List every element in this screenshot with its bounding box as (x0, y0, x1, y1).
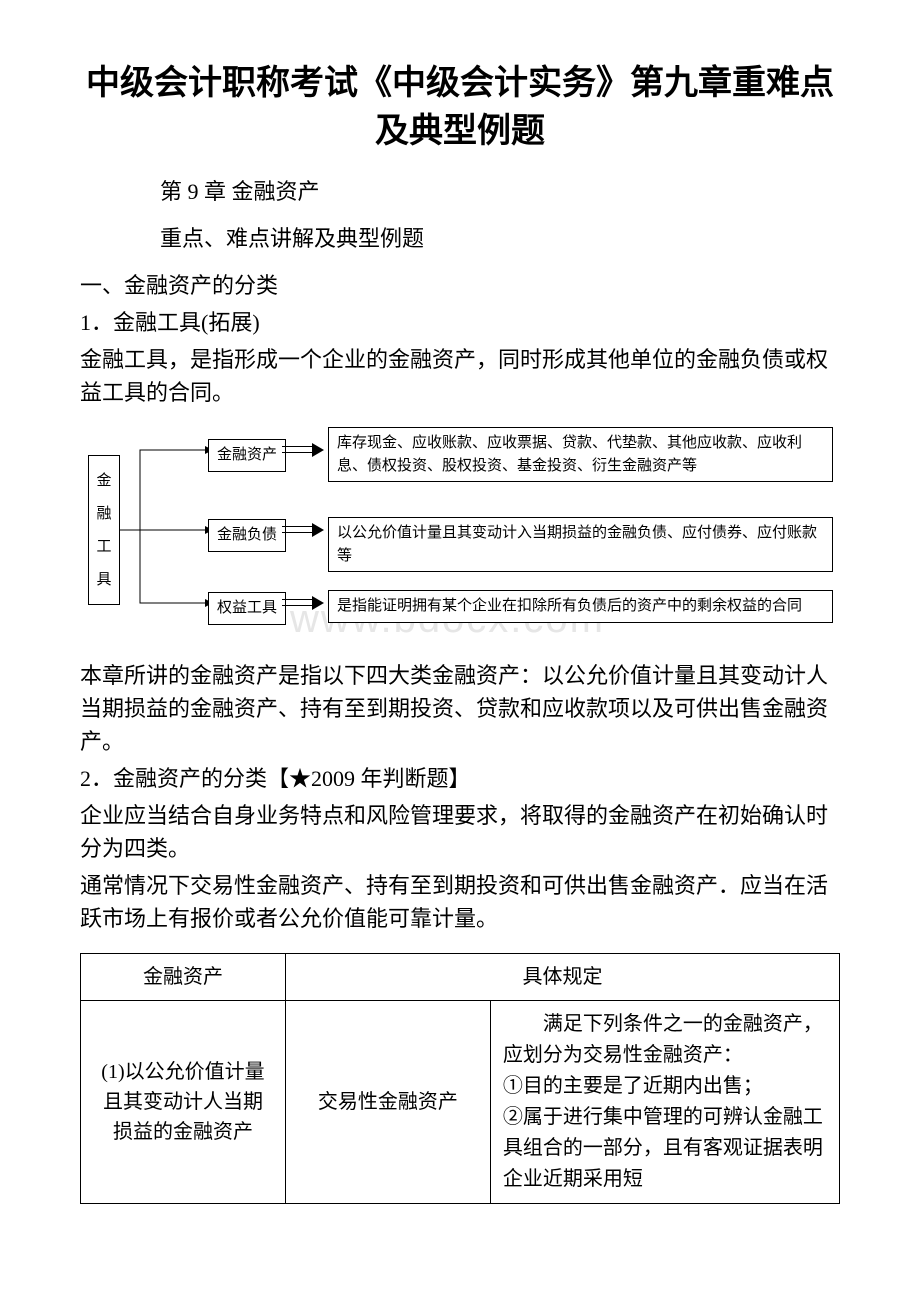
root-char: 具 (96, 571, 111, 589)
desc-box-2: 以公允价值计量且其变动计入当期损益的金融负债、应付债券、应付账款等 (328, 517, 833, 572)
item-heading-1: 1．金融工具(拓展) (80, 306, 840, 339)
document-title: 中级会计职称考试《中级会计实务》第九章重难点及典型例题 (80, 60, 840, 155)
table-cell-col3: 满足下列条件之一的金融资产，应划分为交易性金融资产：①目的主要是了近期内出售；②… (490, 1001, 839, 1204)
branch-box-2: 金融负债 (208, 519, 286, 552)
root-char: 工 (96, 538, 111, 556)
double-arrow-icon (282, 596, 324, 610)
classification-table: 金融资产 具体规定 (1)以公允价值计量且其变动计人当期损益的金融资产 交易性金… (80, 953, 840, 1204)
branch-lines-icon (120, 423, 210, 633)
tree-diagram: www.bdocx.com 金 融 工 具 金融资产 金融负债 权益工具 库存现… (80, 423, 840, 643)
desc-box-3: 是指能证明拥有某个企业在扣除所有负债后的资产中的剩余权益的合同 (328, 590, 833, 623)
table-header-col1: 金融资产 (81, 954, 286, 1001)
table-cell-col3-content: 满足下列条件之一的金融资产，应划分为交易性金融资产：①目的主要是了近期内出售；②… (503, 1009, 827, 1195)
table-cell-col2: 交易性金融资产 (285, 1001, 490, 1204)
root-char: 金 (96, 472, 111, 490)
double-arrow-icon (282, 523, 324, 537)
diagram-root-box: 金 融 工 具 (88, 455, 120, 605)
paragraph-2: 本章所讲的金融资产是指以下四大类金融资产：以公允价值计量且其变动计人当期损益的金… (80, 659, 840, 758)
item-text-2a: 企业应当结合自身业务特点和风险管理要求，将取得的金融资产在初始确认时分为四类。 (80, 799, 840, 865)
table-header-row: 金融资产 具体规定 (81, 954, 840, 1001)
table-cell-col1: (1)以公允价值计量且其变动计人当期损益的金融资产 (81, 1001, 286, 1204)
section-subtitle: 重点、难点讲解及典型例题 (160, 222, 840, 255)
table-row: (1)以公允价值计量且其变动计人当期损益的金融资产 交易性金融资产 满足下列条件… (81, 1001, 840, 1204)
item-text-2b: 通常情况下交易性金融资产、持有至到期投资和可供出售金融资产．应当在活跃市场上有报… (80, 869, 840, 935)
branch-box-3: 权益工具 (208, 592, 286, 625)
chapter-subtitle: 第 9 章 金融资产 (160, 175, 840, 208)
branch-box-1: 金融资产 (208, 439, 286, 472)
table-header-col2: 具体规定 (285, 954, 839, 1001)
root-char: 融 (96, 505, 111, 523)
item-text-1: 金融工具，是指形成一个企业的金融资产，同时形成其他单位的金融负债或权益工具的合同… (80, 343, 840, 409)
section-heading-1: 一、金融资产的分类 (80, 269, 840, 302)
double-arrow-icon (282, 443, 324, 457)
item-heading-2: 2．金融资产的分类【★2009 年判断题】 (80, 762, 840, 795)
desc-box-1: 库存现金、应收账款、应收票据、贷款、代垫款、其他应收款、应收利息、债权投资、股权… (328, 427, 833, 482)
